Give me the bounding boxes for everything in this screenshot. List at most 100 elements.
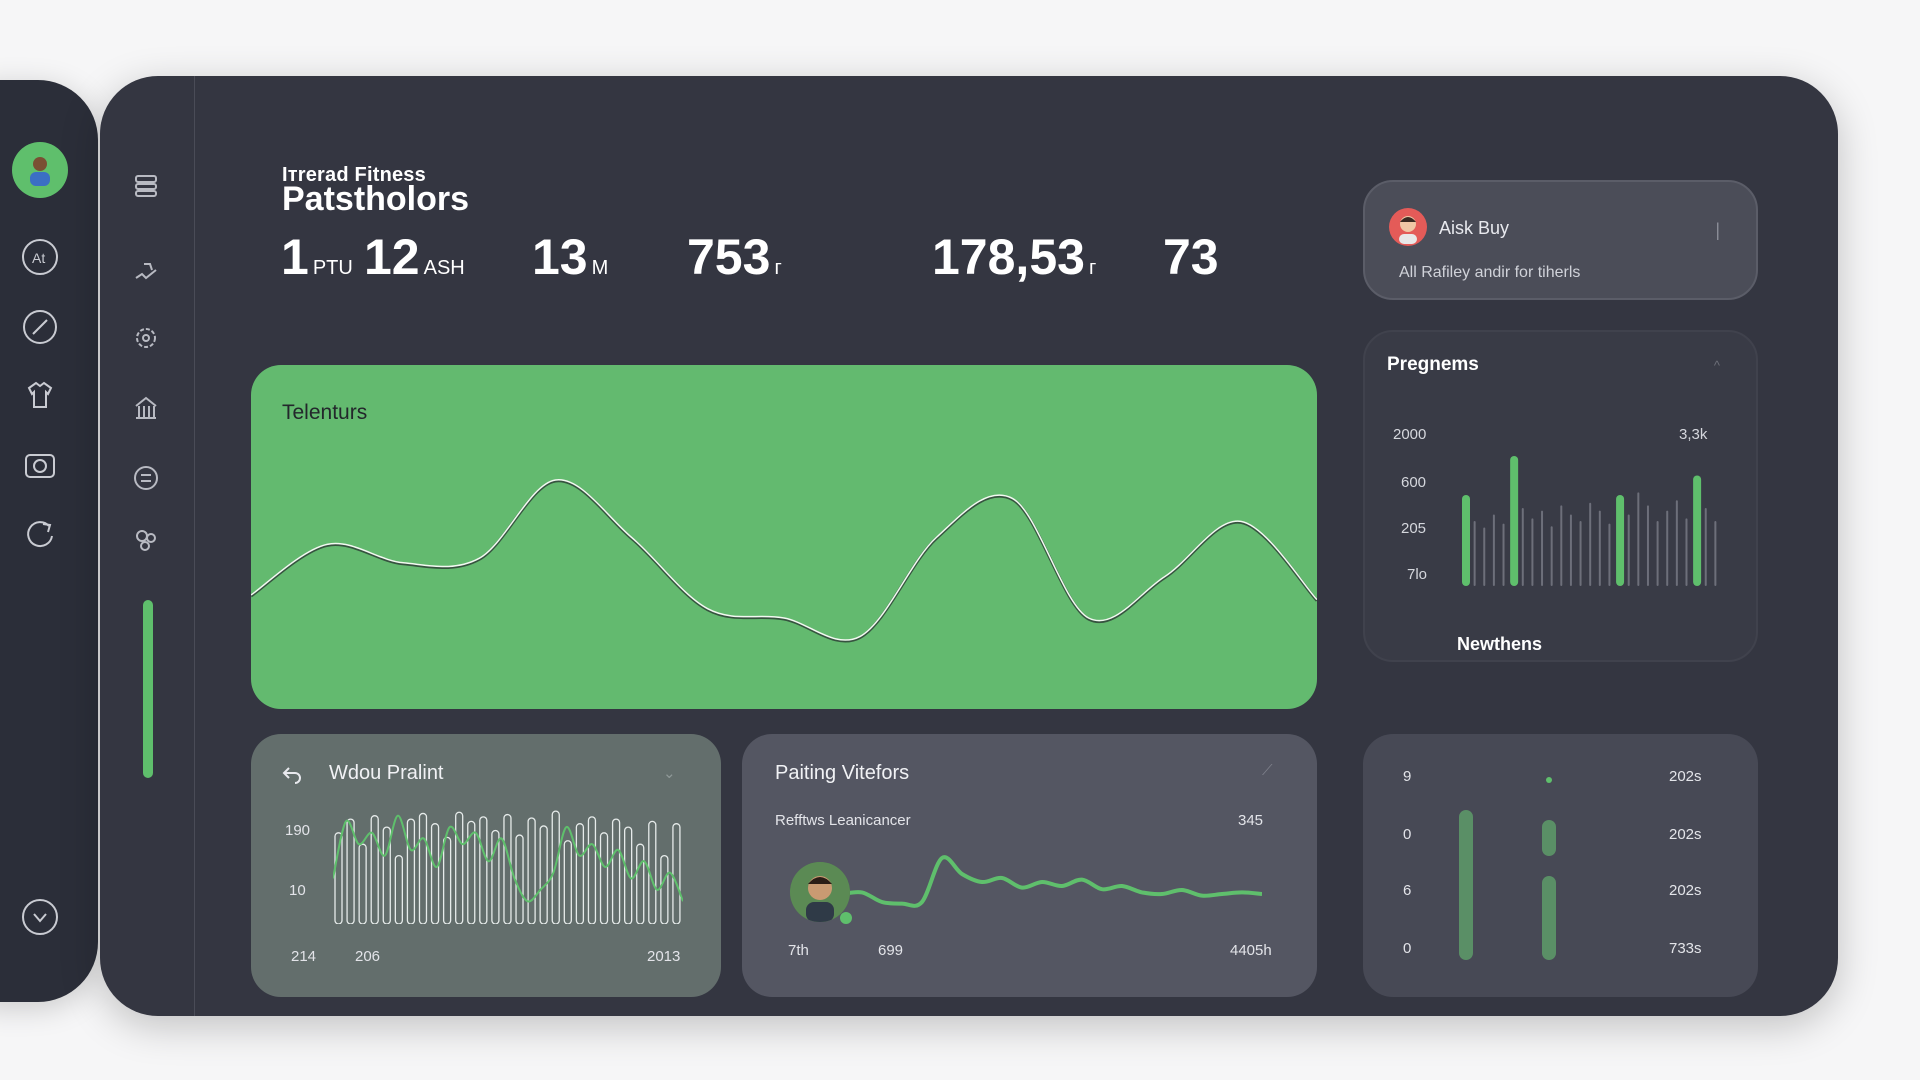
progress-bar — [1473, 521, 1476, 586]
shirt-icon[interactable] — [21, 376, 59, 414]
workout-bar — [346, 818, 355, 924]
progress-bar — [1646, 505, 1649, 586]
stat-1: 1 PTU — [281, 228, 353, 286]
bubbles-icon[interactable] — [128, 522, 164, 558]
stat-value: 753 — [687, 229, 771, 285]
workout-bar — [358, 843, 367, 924]
svg-text:At: At — [32, 250, 45, 266]
hero-series-shadow — [251, 479, 1317, 643]
row-value: 202s — [1669, 882, 1702, 899]
progress-bar — [1550, 526, 1553, 586]
progress-bar — [1502, 523, 1505, 586]
progress-bar — [1693, 475, 1702, 586]
hero-chart-card[interactable]: Telenturs — [251, 365, 1317, 709]
gear-icon[interactable] — [128, 320, 164, 356]
hero-series-line — [251, 479, 1317, 641]
workout-bar — [672, 823, 681, 924]
back-arrow-icon[interactable] — [281, 764, 303, 786]
workout-bar — [624, 826, 633, 924]
progress-bar — [1666, 510, 1669, 586]
y-tick: 2000 — [1393, 426, 1427, 443]
progress-bar — [1685, 518, 1688, 586]
progress-bar — [1627, 514, 1630, 586]
workout-bar — [563, 840, 572, 924]
x-label: 699 — [878, 942, 904, 959]
user-card[interactable]: Aisk Buy | All Rafiley andir for tiherls — [1363, 180, 1758, 300]
progress-bar — [1531, 518, 1534, 586]
workout-bar — [455, 811, 464, 924]
compass-icon[interactable] — [21, 308, 59, 346]
workout-title: Wdou Pralint — [329, 762, 444, 784]
workout-card[interactable]: Wdou Pralint ⌄ 190 10 214 206 2013 — [251, 734, 721, 997]
workout-bar — [527, 817, 536, 924]
run-icon[interactable] — [128, 252, 164, 288]
progress-bar — [1589, 502, 1592, 586]
painting-caret[interactable]: ⟋ — [1262, 762, 1273, 779]
swap-icon[interactable] — [128, 460, 164, 496]
refresh-icon[interactable] — [21, 514, 59, 552]
building-icon[interactable] — [128, 390, 164, 426]
at-icon[interactable]: At — [21, 238, 59, 276]
y-tick-right: 3,3k — [1679, 426, 1708, 443]
workout-bar — [587, 816, 597, 924]
workout-bar — [575, 823, 585, 924]
workout-caret[interactable]: ⌄ — [663, 765, 676, 782]
workout-bar — [406, 818, 416, 924]
stat-3: 13 M — [532, 228, 608, 286]
stat-value: 178,53 — [932, 229, 1085, 285]
workout-bar — [442, 836, 452, 924]
painting-avatar[interactable] — [790, 862, 850, 922]
hero-chart — [251, 479, 1317, 643]
user-avatar[interactable] — [1389, 208, 1427, 246]
stat-unit: M — [591, 257, 609, 279]
progress-bar — [1598, 510, 1601, 586]
scroll-indicator[interactable] — [143, 600, 153, 778]
workout-bar — [636, 843, 645, 924]
stats-bar — [1542, 820, 1556, 856]
stats-card[interactable]: 9 0 6 0 202s 202s 202s 733s — [1363, 734, 1758, 997]
stat-value: 1 — [281, 229, 309, 285]
y-tick: 10 — [289, 882, 306, 899]
progress-card[interactable]: Pregnems ^ 2000 600 205 7lo 3,3k Newthen… — [1363, 330, 1758, 662]
stat-unit: ASH — [423, 257, 465, 279]
painting-card[interactable]: Paiting Vitefors ⟋ Refftws Leanicancer 3… — [742, 734, 1317, 997]
row-value: 733s — [1669, 940, 1702, 957]
collapse-caret[interactable]: ^ — [1713, 358, 1720, 373]
stat-5: 178,53 г — [932, 228, 1096, 286]
hero-chart-title: Telenturs — [282, 401, 368, 424]
list-icon[interactable] — [128, 168, 164, 204]
x-label: 206 — [355, 948, 381, 965]
progress-bar — [1675, 500, 1678, 586]
stat-unit: г — [774, 257, 782, 279]
progress-bar — [1560, 505, 1563, 586]
row-label: 0 — [1403, 940, 1412, 957]
user-name: Aisk Buy — [1439, 218, 1510, 238]
progress-bar — [1616, 495, 1625, 586]
avatar-icon[interactable] — [12, 142, 68, 198]
more-options[interactable]: | — [1715, 220, 1720, 240]
x-label: 2013 — [647, 948, 681, 965]
stats-bars — [1459, 777, 1556, 960]
painting-title: Paiting Vitefors — [775, 762, 910, 784]
row-label: 9 — [1403, 768, 1412, 785]
workout-bar — [551, 810, 560, 924]
row-label: 0 — [1403, 826, 1412, 843]
row-value: 202s — [1669, 768, 1702, 785]
progress-bar — [1656, 521, 1659, 586]
workout-bar — [418, 812, 428, 924]
progress-bar — [1492, 514, 1495, 586]
painting-subtitle-value: 345 — [1238, 812, 1264, 829]
workout-bar — [611, 818, 621, 924]
workout-bar — [503, 813, 512, 924]
online-dot — [840, 912, 852, 924]
stat-value: 12 — [364, 229, 420, 285]
stats-bar — [1542, 876, 1556, 960]
workout-bar — [382, 826, 391, 924]
painting-chart — [842, 855, 1262, 908]
stat-4: 753 г — [687, 228, 782, 286]
progress-bar — [1579, 521, 1582, 586]
camera-icon[interactable] — [21, 446, 59, 484]
progress-bar — [1608, 523, 1611, 586]
chevron-down-icon[interactable] — [21, 898, 59, 936]
stat-unit: PTU — [312, 257, 353, 279]
